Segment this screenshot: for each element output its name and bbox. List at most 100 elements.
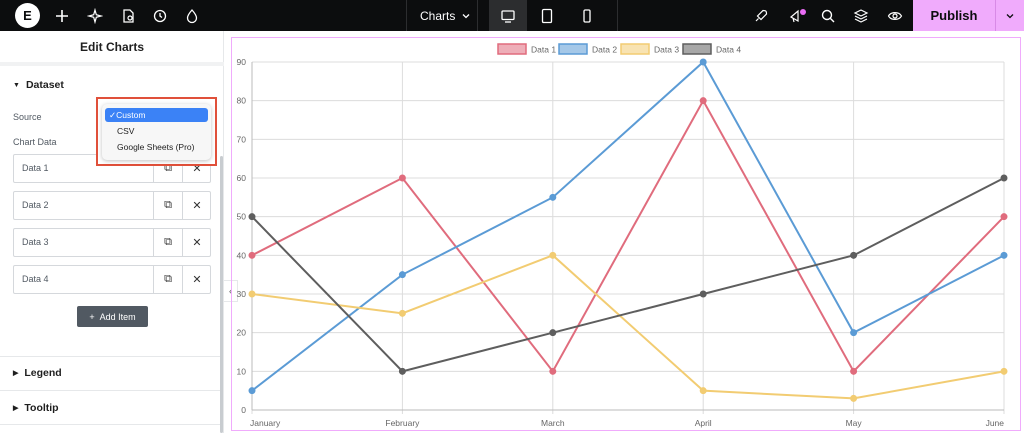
notification-badge	[800, 9, 806, 15]
divider	[477, 0, 478, 31]
history-icon[interactable]	[149, 5, 171, 27]
data-point	[398, 174, 406, 182]
data-point	[699, 387, 707, 395]
data-point	[248, 290, 256, 298]
source-option-google-sheets[interactable]: Google Sheets (Pro)	[117, 142, 195, 152]
publish-button[interactable]: Publish	[913, 0, 995, 31]
remove-icon[interactable]: ✕	[182, 266, 211, 293]
data-point	[850, 329, 858, 337]
duplicate-icon[interactable]: ⧉	[153, 192, 182, 219]
mobile-view-button[interactable]	[568, 0, 606, 31]
remove-icon[interactable]: ✕	[182, 229, 211, 256]
x-tick-label: June	[986, 418, 1005, 428]
legend-item: Data 4	[682, 43, 741, 55]
remove-icon[interactable]: ✕	[182, 155, 211, 182]
panel-scrollbar[interactable]	[220, 156, 223, 433]
y-tick-label: 60	[237, 173, 247, 183]
data-point	[850, 394, 858, 402]
publish-options-button[interactable]	[995, 0, 1024, 31]
repeater-item[interactable]: Data 3 ⧉ ✕	[13, 228, 211, 257]
caret-right-icon: ▶	[13, 405, 19, 412]
panel-title: Edit Charts	[0, 31, 224, 66]
top-bar: E Charts Publish	[0, 0, 1024, 31]
chevron-down-icon	[1006, 13, 1014, 18]
desktop-view-button[interactable]	[489, 0, 527, 31]
duplicate-icon[interactable]: ⧉	[153, 229, 182, 256]
x-tick-label: January	[250, 418, 281, 428]
data-point	[699, 97, 707, 105]
ai-sparkle-icon[interactable]	[84, 5, 106, 27]
y-tick-label: 40	[237, 250, 247, 260]
y-tick-label: 80	[237, 96, 247, 106]
data-point	[398, 367, 406, 375]
x-tick: February	[385, 418, 420, 428]
data-point	[549, 251, 557, 259]
data-point	[248, 213, 256, 221]
add-item-label: Add Item	[99, 311, 136, 322]
data-point	[248, 251, 256, 259]
x-tick: January	[250, 418, 281, 428]
y-tick: 70	[237, 134, 247, 144]
page-settings-icon[interactable]	[117, 5, 139, 27]
preview-eye-icon[interactable]	[884, 5, 906, 27]
legend-item: Data 2	[558, 43, 617, 55]
legend-swatch	[558, 43, 588, 55]
elementor-logo-button[interactable]: E	[15, 3, 40, 28]
repeater-item[interactable]: Data 2 ⧉ ✕	[13, 191, 211, 220]
tablet-view-button[interactable]	[528, 0, 566, 31]
document-switcher[interactable]: Charts	[407, 0, 477, 31]
legend-item: Data 1	[497, 43, 556, 55]
y-tick-label: 10	[237, 366, 247, 376]
remove-icon[interactable]: ✕	[182, 192, 211, 219]
data-point	[549, 367, 557, 375]
series-line-4	[251, 177, 1005, 373]
legend-swatch	[497, 43, 527, 55]
plus-icon: +	[89, 311, 95, 322]
x-tick-label: March	[541, 418, 565, 428]
document-title: Charts	[420, 8, 456, 23]
legend-label: Data 3	[654, 45, 679, 55]
data-point	[549, 329, 557, 337]
source-option-csv[interactable]: CSV	[117, 126, 135, 136]
data-point	[398, 309, 406, 317]
data-point	[850, 251, 858, 259]
desktop-icon	[501, 9, 515, 23]
divider	[617, 0, 618, 31]
legend-label: Data 2	[592, 45, 617, 55]
tooltip-section-toggle[interactable]: ▶ Tooltip	[13, 402, 59, 414]
add-element-icon[interactable]	[51, 5, 73, 27]
editor-panel: Edit Charts ▼ Dataset Source Chart Data …	[0, 31, 224, 433]
legend-swatch	[682, 43, 712, 55]
divider	[0, 390, 224, 391]
data-point	[850, 367, 858, 375]
add-item-button[interactable]: + Add Item	[77, 306, 148, 327]
source-dropdown-menu: ✓ Custom CSV Google Sheets (Pro)	[102, 104, 211, 160]
repeater-item-title: Data 2	[22, 200, 49, 210]
rocket-icon[interactable]	[750, 5, 772, 27]
mobile-icon	[583, 8, 591, 23]
series-line-1	[251, 98, 1005, 374]
x-tick-label: May	[846, 418, 863, 428]
caret-right-icon: ▶	[13, 370, 19, 377]
data-point	[549, 193, 557, 201]
duplicate-icon[interactable]: ⧉	[153, 266, 182, 293]
y-tick-label: 50	[237, 212, 247, 222]
data-point	[398, 271, 406, 279]
theme-style-icon[interactable]	[181, 5, 203, 27]
search-icon[interactable]	[817, 5, 839, 27]
chart-widget[interactable]: 0 10 20 30 40 50 60 70 80 90 January February March A…	[231, 37, 1021, 431]
source-option-custom[interactable]: ✓ Custom	[105, 108, 208, 122]
repeater-item[interactable]: Data 4 ⧉ ✕	[13, 265, 211, 294]
y-tick: 60	[237, 173, 247, 183]
divider	[406, 0, 407, 31]
duplicate-icon[interactable]: ⧉	[153, 155, 182, 182]
data-point	[1000, 251, 1008, 259]
legend-section-label: Legend	[24, 367, 62, 379]
whats-new-icon[interactable]	[785, 5, 807, 27]
x-tick-label: February	[385, 418, 420, 428]
divider	[0, 356, 224, 357]
dataset-section-toggle[interactable]: ▼ Dataset	[13, 79, 64, 91]
legend-section-toggle[interactable]: ▶ Legend	[13, 367, 62, 379]
y-tick: 90	[237, 57, 247, 67]
structure-layers-icon[interactable]	[850, 5, 872, 27]
